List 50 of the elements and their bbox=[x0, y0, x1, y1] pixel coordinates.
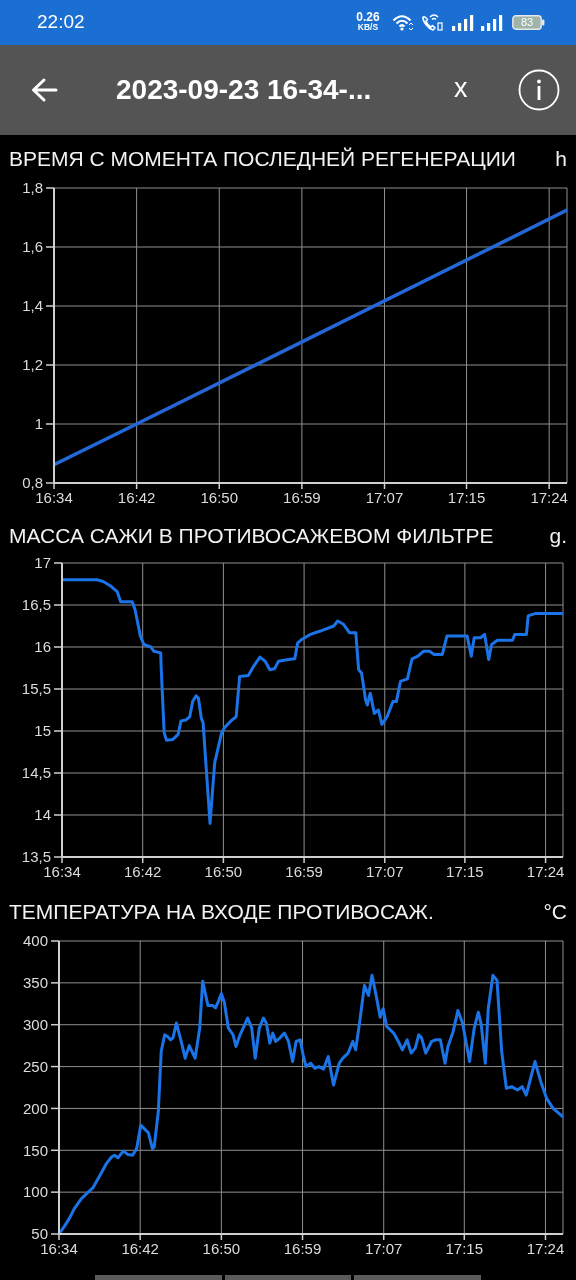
x-tick-label: 17:07 bbox=[366, 862, 404, 880]
y-axis-title: g. bbox=[548, 524, 567, 548]
y-tick-label: 400 bbox=[22, 932, 48, 950]
x-tick-label: 16:42 bbox=[123, 862, 162, 880]
x-tick-label: 16:42 bbox=[117, 488, 156, 506]
x-tick-label: 17:15 bbox=[445, 1239, 484, 1257]
chart-title: ТЕМПЕРАТУРА НА ВХОДЕ ПРОТИВОСАЖ. bbox=[9, 900, 434, 924]
text: 22:02 bbox=[37, 11, 85, 32]
x-tick-label: 16:59 bbox=[285, 862, 323, 880]
x-tick-label: 17:15 bbox=[446, 862, 484, 880]
y-tick-label: 14,5 bbox=[21, 764, 51, 782]
y-tick-label: 200 bbox=[22, 1099, 48, 1117]
y-tick-label: 1,6 bbox=[22, 238, 43, 256]
x-tick-label: 17:24 bbox=[526, 862, 565, 880]
text: x bbox=[454, 73, 468, 103]
chart-title: ВРЕМЯ С МОМЕНТА ПОСЛЕДНЕЙ РЕГЕНЕРАЦИИ bbox=[9, 147, 516, 171]
y-tick-label: 17 bbox=[34, 554, 51, 572]
y-tick-label: 300 bbox=[22, 1016, 48, 1034]
y-tick-label: 16 bbox=[34, 638, 51, 656]
x-tick-label: 17:15 bbox=[447, 488, 486, 506]
y-tick-label: 1,2 bbox=[22, 356, 43, 374]
x-tick-label: 16:42 bbox=[121, 1239, 159, 1257]
x-tick-label: 17:24 bbox=[530, 488, 568, 506]
x-tick-label: 17:24 bbox=[526, 1239, 565, 1257]
text: 83 bbox=[520, 16, 534, 28]
y-tick-label: 100 bbox=[22, 1183, 48, 1201]
x-tick-label: 16:50 bbox=[202, 1239, 241, 1257]
y-tick-label: 16,5 bbox=[21, 596, 51, 614]
y-tick-label: 15,5 bbox=[21, 680, 51, 698]
x-tick-label: 16:50 bbox=[204, 862, 243, 880]
y-axis-title: h bbox=[554, 147, 567, 171]
y-tick-label: 1,8 bbox=[22, 179, 43, 197]
x-tick-label: 16:59 bbox=[283, 488, 321, 506]
y-tick-label: 15 bbox=[34, 722, 51, 740]
y-tick-label: 150 bbox=[22, 1141, 48, 1159]
chart-title: МАССА САЖИ В ПРОТИВОСАЖЕВОМ ФИЛЬТРЕ bbox=[9, 524, 494, 548]
text: 2023-09-23 16-34-... bbox=[116, 74, 372, 105]
x-tick-label: 17:07 bbox=[364, 1239, 403, 1257]
x-tick-label: 16:50 bbox=[200, 488, 239, 506]
text: KB/S bbox=[357, 22, 379, 32]
y-axis-title: °C bbox=[542, 900, 567, 924]
y-tick-label: 250 bbox=[22, 1057, 48, 1075]
y-tick-label: 1,4 bbox=[22, 297, 43, 315]
y-tick-label: 1 bbox=[34, 415, 43, 433]
x-tick-label: 17:07 bbox=[365, 488, 404, 506]
text: 0.26 bbox=[356, 10, 380, 24]
x-tick-label: 16:59 bbox=[283, 1239, 322, 1257]
y-tick-label: 14 bbox=[34, 806, 51, 824]
y-tick-label: 350 bbox=[22, 974, 48, 992]
line-series bbox=[62, 578, 563, 825]
